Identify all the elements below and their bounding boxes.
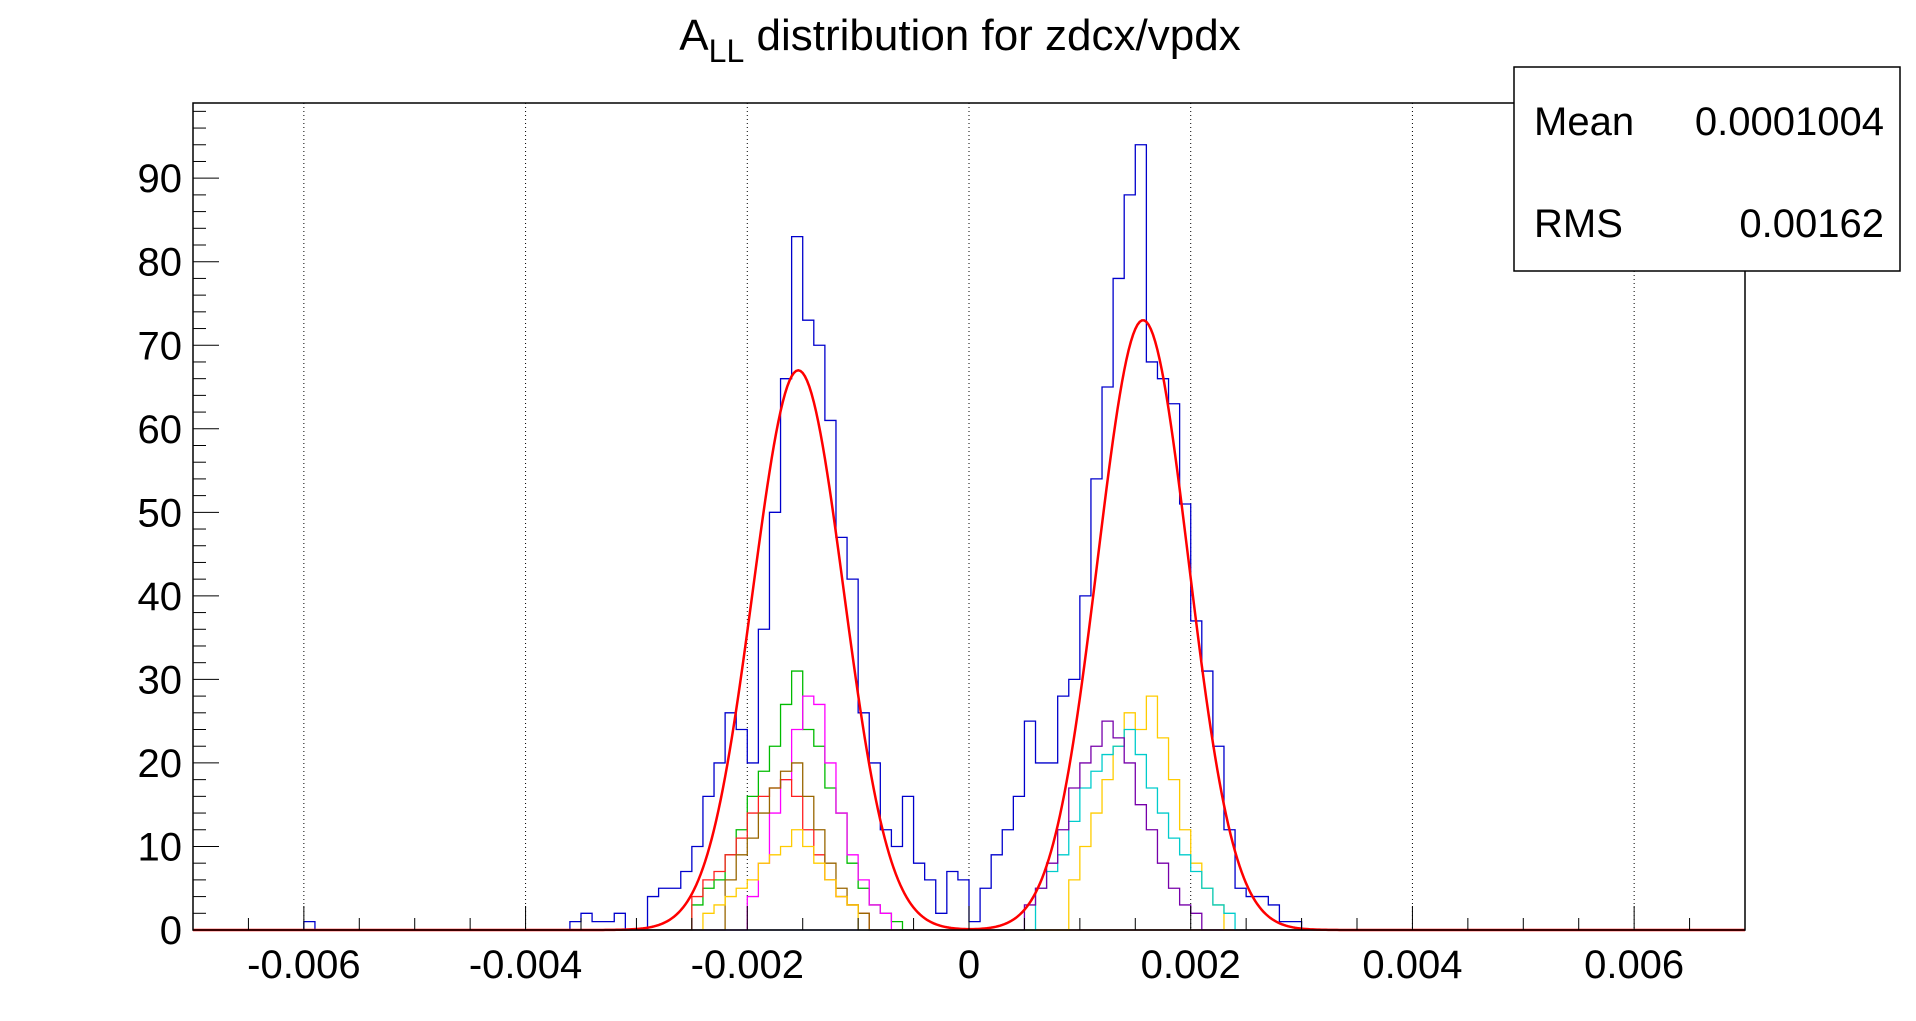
y-tick-label: 10 bbox=[138, 825, 183, 869]
y-tick-label: 90 bbox=[138, 157, 183, 201]
x-tick-label: -0.006 bbox=[247, 943, 360, 987]
y-tick-label: 30 bbox=[138, 658, 183, 702]
x-tick-label: 0.004 bbox=[1362, 943, 1462, 987]
x-tick-label: 0.006 bbox=[1584, 943, 1684, 987]
y-tick-label: 20 bbox=[138, 742, 183, 786]
stats-mean-label: Mean bbox=[1534, 100, 1634, 144]
y-tick-label: 0 bbox=[160, 909, 182, 953]
title-subscript: LL bbox=[709, 33, 745, 69]
stats-box: Mean 0.0001004 RMS 0.00162 bbox=[1513, 66, 1901, 272]
title-rest: distribution for zdcx/vpdx bbox=[744, 11, 1240, 60]
y-tick-label: 50 bbox=[138, 491, 183, 535]
x-tick-label: -0.002 bbox=[691, 943, 804, 987]
y-tick-label: 60 bbox=[138, 408, 183, 452]
stats-mean-value: 0.0001004 bbox=[1695, 100, 1884, 144]
stats-rms-label: RMS bbox=[1534, 202, 1623, 246]
y-tick-label: 80 bbox=[138, 241, 183, 285]
y-tick-label: 70 bbox=[138, 324, 183, 368]
chart-title: ALL distribution for zdcx/vpdx bbox=[679, 11, 1240, 69]
y-tick-label: 40 bbox=[138, 575, 183, 619]
axis-layer: -0.006 -0.004 -0.002 0 0.002 0.004 0.006 0 10 20 3… bbox=[138, 110, 1746, 987]
histogram-series-7 bbox=[193, 720, 1745, 931]
stats-rms-value: 0.00162 bbox=[1739, 202, 1884, 246]
stats-box-frame bbox=[1513, 66, 1901, 272]
x-tick-label: 0 bbox=[958, 943, 980, 987]
title-main: A bbox=[679, 11, 709, 60]
x-tick-label: 0.002 bbox=[1141, 943, 1241, 987]
x-tick-label: -0.004 bbox=[469, 943, 582, 987]
